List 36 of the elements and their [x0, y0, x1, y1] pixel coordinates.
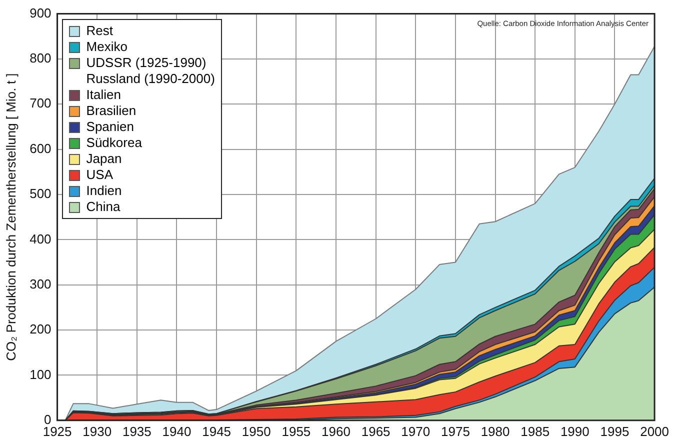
legend-label: Spanien: [86, 118, 134, 135]
y-tick-label: 600: [30, 140, 52, 156]
legend-label: Rest: [86, 22, 114, 39]
y-tick-label: 900: [30, 5, 52, 20]
x-tick-label: 1980: [480, 424, 510, 439]
x-tick-label: 1995: [600, 424, 630, 439]
x-tick-label: 1955: [282, 424, 311, 439]
x-tick-label: 1990: [560, 424, 590, 439]
legend-label: Japan: [86, 150, 122, 167]
x-tick-label: 1975: [440, 424, 470, 439]
y-tick-label: 400: [30, 231, 52, 246]
legend-label: China: [86, 198, 120, 215]
y-tick-label: 800: [30, 50, 52, 66]
legend-label: USA: [86, 166, 114, 183]
x-tick-label: 1945: [202, 424, 232, 439]
legend-label: Indien: [86, 182, 122, 199]
x-tick-label: 1930: [82, 424, 112, 439]
y-axis-title: CO₂ Produktion durch Zementherstellung [ Mio. t ]: [3, 73, 18, 361]
y-tick-label: 100: [30, 366, 52, 382]
x-tick-label: 1970: [401, 424, 430, 439]
legend-label: Südkorea: [86, 134, 142, 151]
legend-label: UDSSR (1925-1990) Russland (1990-2000): [86, 54, 215, 87]
legend-label: Italien: [86, 86, 121, 103]
y-tick-label: 300: [30, 276, 52, 292]
y-tick-label: 200: [30, 322, 52, 337]
legend-label: Mexiko: [86, 38, 128, 55]
x-tick-label: 1950: [242, 424, 271, 439]
legend-label: Brasilien: [86, 102, 136, 119]
x-tick-label: 1935: [122, 424, 152, 439]
x-tick-label: 1985: [520, 424, 550, 439]
x-tick-label: 1965: [361, 424, 390, 439]
x-tick-label: 1940: [162, 424, 192, 439]
y-tick-label: 700: [30, 96, 52, 111]
x-tick-label: 1960: [322, 424, 350, 439]
y-tick-label: 500: [30, 186, 52, 202]
x-tick-label: 2000: [640, 424, 669, 439]
